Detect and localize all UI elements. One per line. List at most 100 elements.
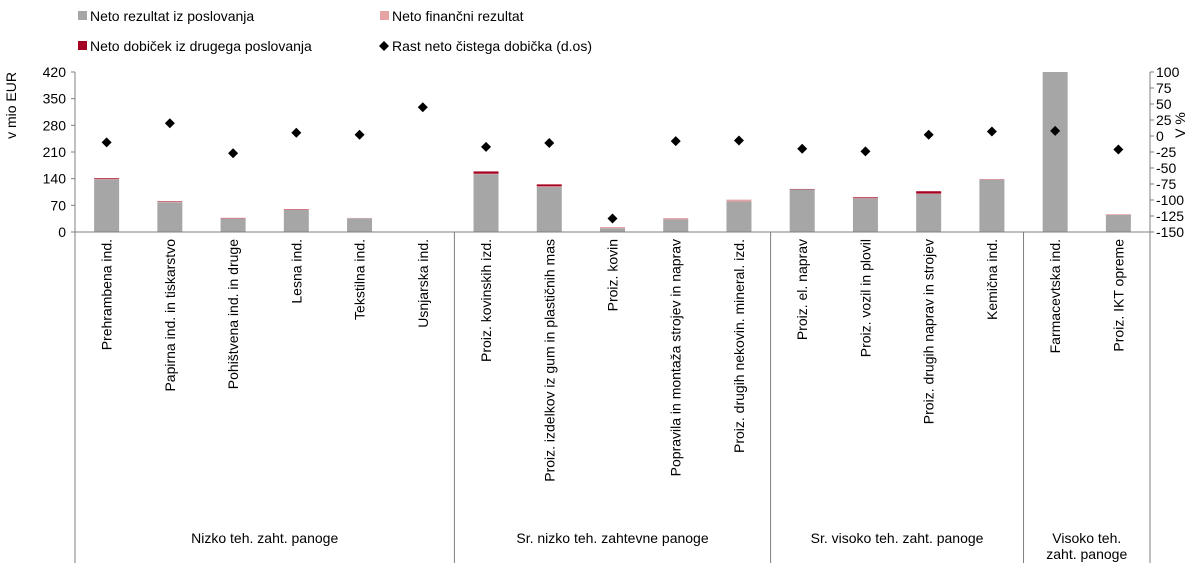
- bar-operating: [726, 201, 752, 232]
- y2-tick-label: 50: [1156, 96, 1172, 112]
- category-label: Lesna ind.: [288, 239, 304, 304]
- legend-swatch-financial: [380, 11, 389, 20]
- bar-operating: [663, 219, 689, 232]
- growth-point: [164, 118, 175, 129]
- bar-operating: [347, 218, 373, 232]
- growth-point: [101, 137, 112, 148]
- group-label: Nizko teh. zaht. panoge: [191, 530, 338, 546]
- growth-points: [101, 102, 1124, 224]
- legend-label-other: Neto dobiček iz drugega poslovanja: [90, 38, 312, 54]
- bar-financial: [157, 201, 183, 203]
- bar-operating: [600, 228, 625, 232]
- bar-other: [94, 178, 120, 180]
- legend-label-growth: Rast neto čistega dobička (d.os): [392, 38, 592, 54]
- y-axis-ticks: 0 70 140 210 280 350 420: [43, 64, 75, 240]
- growth-point: [228, 148, 239, 159]
- bar-operating: [473, 174, 499, 232]
- y-tick-label: 420: [43, 64, 67, 80]
- bar-financial: [600, 227, 625, 229]
- growth-point: [481, 141, 492, 152]
- growth-point: [797, 143, 808, 154]
- category-label: Proiz. el. naprav: [794, 239, 810, 340]
- growth-point: [670, 136, 681, 147]
- y-tick-label: 350: [43, 91, 67, 107]
- bar-operating: [220, 218, 246, 232]
- bar-operating: [916, 193, 942, 232]
- y2-tick-label: -25: [1156, 144, 1176, 160]
- category-label: Usnjarska ind.: [415, 239, 431, 328]
- y2-tick-label: 75: [1156, 80, 1172, 96]
- y2-tick-label: -50: [1156, 160, 1176, 176]
- category-label: Farmacevtska ind.: [1047, 239, 1063, 353]
- group-label: Sr. visoko teh. zaht. panoge: [811, 530, 984, 546]
- legend-label-financial: Neto finančni rezultat: [392, 8, 524, 24]
- bar-financial: [536, 186, 562, 188]
- category-label: Proiz. kovinskih izd.: [478, 239, 494, 362]
- category-label: Prehrambena ind.: [99, 239, 115, 350]
- bar-operating: [1042, 72, 1068, 232]
- legend-swatch-other: [78, 41, 87, 50]
- bar-financial: [726, 199, 752, 202]
- y2-tick-label: -100: [1156, 192, 1184, 208]
- growth-point: [544, 138, 555, 149]
- bar-operating: [157, 202, 183, 232]
- category-labels: Prehrambena ind. Papirna ind. in tiskarst…: [99, 239, 1127, 482]
- bar-operating: [852, 198, 878, 232]
- bar-other: [473, 171, 499, 174]
- bar-operating: [789, 189, 815, 232]
- category-label: Proiz. drugih naprav in strojev: [921, 239, 937, 424]
- legend-swatch-operating: [78, 11, 87, 20]
- y2-tick-label: 100: [1156, 64, 1180, 80]
- bar-other: [852, 197, 878, 199]
- category-label: Proiz. kovin: [605, 239, 621, 311]
- category-label: Proiz. vozil in plovil: [857, 239, 873, 357]
- group-label: Sr. nizko teh. zahtevne panoge: [516, 530, 708, 546]
- bar-other: [536, 184, 562, 187]
- legend: Neto rezultat iz poslovanja Neto finančn…: [78, 8, 592, 54]
- y2-tick-label: 25: [1156, 112, 1172, 128]
- growth-point: [986, 126, 997, 137]
- category-label: Proiz. IKT opreme: [1110, 239, 1126, 352]
- legend-marker-growth: [379, 41, 389, 51]
- bar-operating: [283, 209, 309, 232]
- growth-point: [417, 102, 428, 113]
- bar-operating: [536, 187, 562, 232]
- growth-point: [860, 146, 871, 157]
- y2-tick-label: -125: [1156, 208, 1184, 224]
- y-tick-label: 70: [50, 197, 66, 213]
- group-labels: Nizko teh. zaht. panoge Sr. nizko teh. za…: [191, 530, 1127, 562]
- group-label: Visoko teh. zaht. panoge: [1046, 530, 1127, 562]
- y-tick-label: 0: [58, 224, 66, 240]
- axes: [74, 72, 1151, 563]
- category-label: Papirna ind. in tiskarstvo: [162, 239, 178, 392]
- bar-financial: [1105, 214, 1131, 215]
- bar-operating: [94, 179, 120, 232]
- category-label: Proiz. izdelkov iz gum in plastičnih mas: [541, 239, 557, 482]
- y-tick-label: 210: [43, 144, 67, 160]
- growth-point: [291, 127, 302, 138]
- y-axis-title: v mio EUR: [3, 72, 19, 139]
- y-tick-label: 140: [43, 171, 67, 187]
- category-label: Proiz. drugih nekovin. mineral. izd.: [731, 239, 747, 453]
- bar-operating: [979, 179, 1005, 232]
- growth-point: [1050, 125, 1061, 136]
- growth-point: [923, 129, 934, 140]
- y-tick-label: 280: [43, 117, 67, 133]
- y2-tick-label: -150: [1156, 224, 1184, 240]
- bar-operating: [1105, 214, 1131, 232]
- category-label: Pohištvena ind. in druge: [225, 239, 241, 389]
- y2-tick-label: 0: [1156, 128, 1164, 144]
- category-label: Kemična ind.: [984, 239, 1000, 320]
- growth-point: [354, 129, 365, 140]
- y2-axis-title: V %: [1172, 112, 1188, 138]
- bars: [94, 72, 1131, 232]
- growth-point: [607, 213, 618, 224]
- legend-label-operating: Neto rezultat iz poslovanja: [90, 8, 254, 24]
- growth-point: [1113, 144, 1124, 155]
- bar-other: [916, 191, 942, 194]
- y2-tick-label: -75: [1156, 176, 1176, 192]
- growth-point: [733, 135, 744, 146]
- category-label: Popravila in montaža strojev in naprav: [668, 239, 684, 476]
